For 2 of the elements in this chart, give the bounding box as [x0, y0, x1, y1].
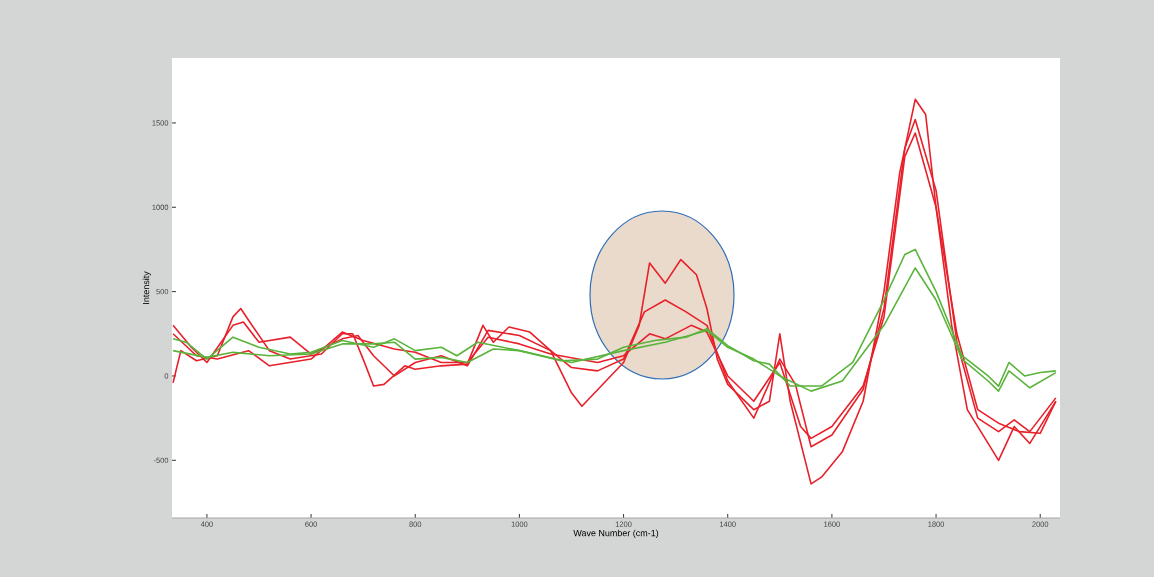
x-axis-title: Wave Number (cm-1) — [573, 529, 659, 539]
y-axis-title: Intensity — [142, 271, 151, 304]
